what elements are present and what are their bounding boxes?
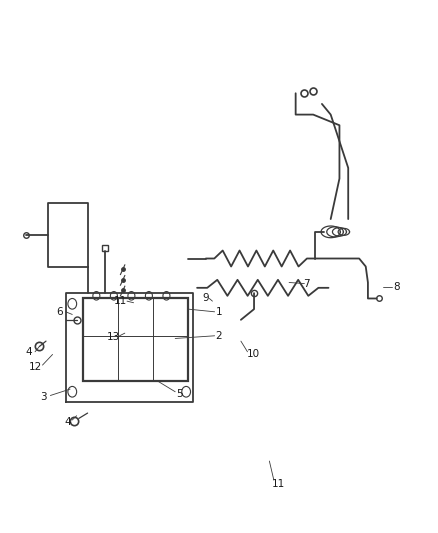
Text: 3: 3 xyxy=(40,392,47,402)
Text: 11: 11 xyxy=(272,479,285,489)
Text: 10: 10 xyxy=(247,350,260,359)
Text: 9: 9 xyxy=(202,294,209,303)
Text: 8: 8 xyxy=(393,282,400,292)
Text: 11: 11 xyxy=(114,296,127,306)
Text: 4: 4 xyxy=(64,417,71,427)
Text: 13: 13 xyxy=(106,332,120,342)
Text: 6: 6 xyxy=(56,307,63,317)
Text: 4: 4 xyxy=(25,347,32,357)
Text: 7: 7 xyxy=(303,279,310,288)
Bar xyxy=(83,298,188,381)
Text: 2: 2 xyxy=(215,331,223,341)
Text: 12: 12 xyxy=(29,362,42,372)
Text: 1: 1 xyxy=(215,307,223,317)
Text: 5: 5 xyxy=(176,390,183,399)
